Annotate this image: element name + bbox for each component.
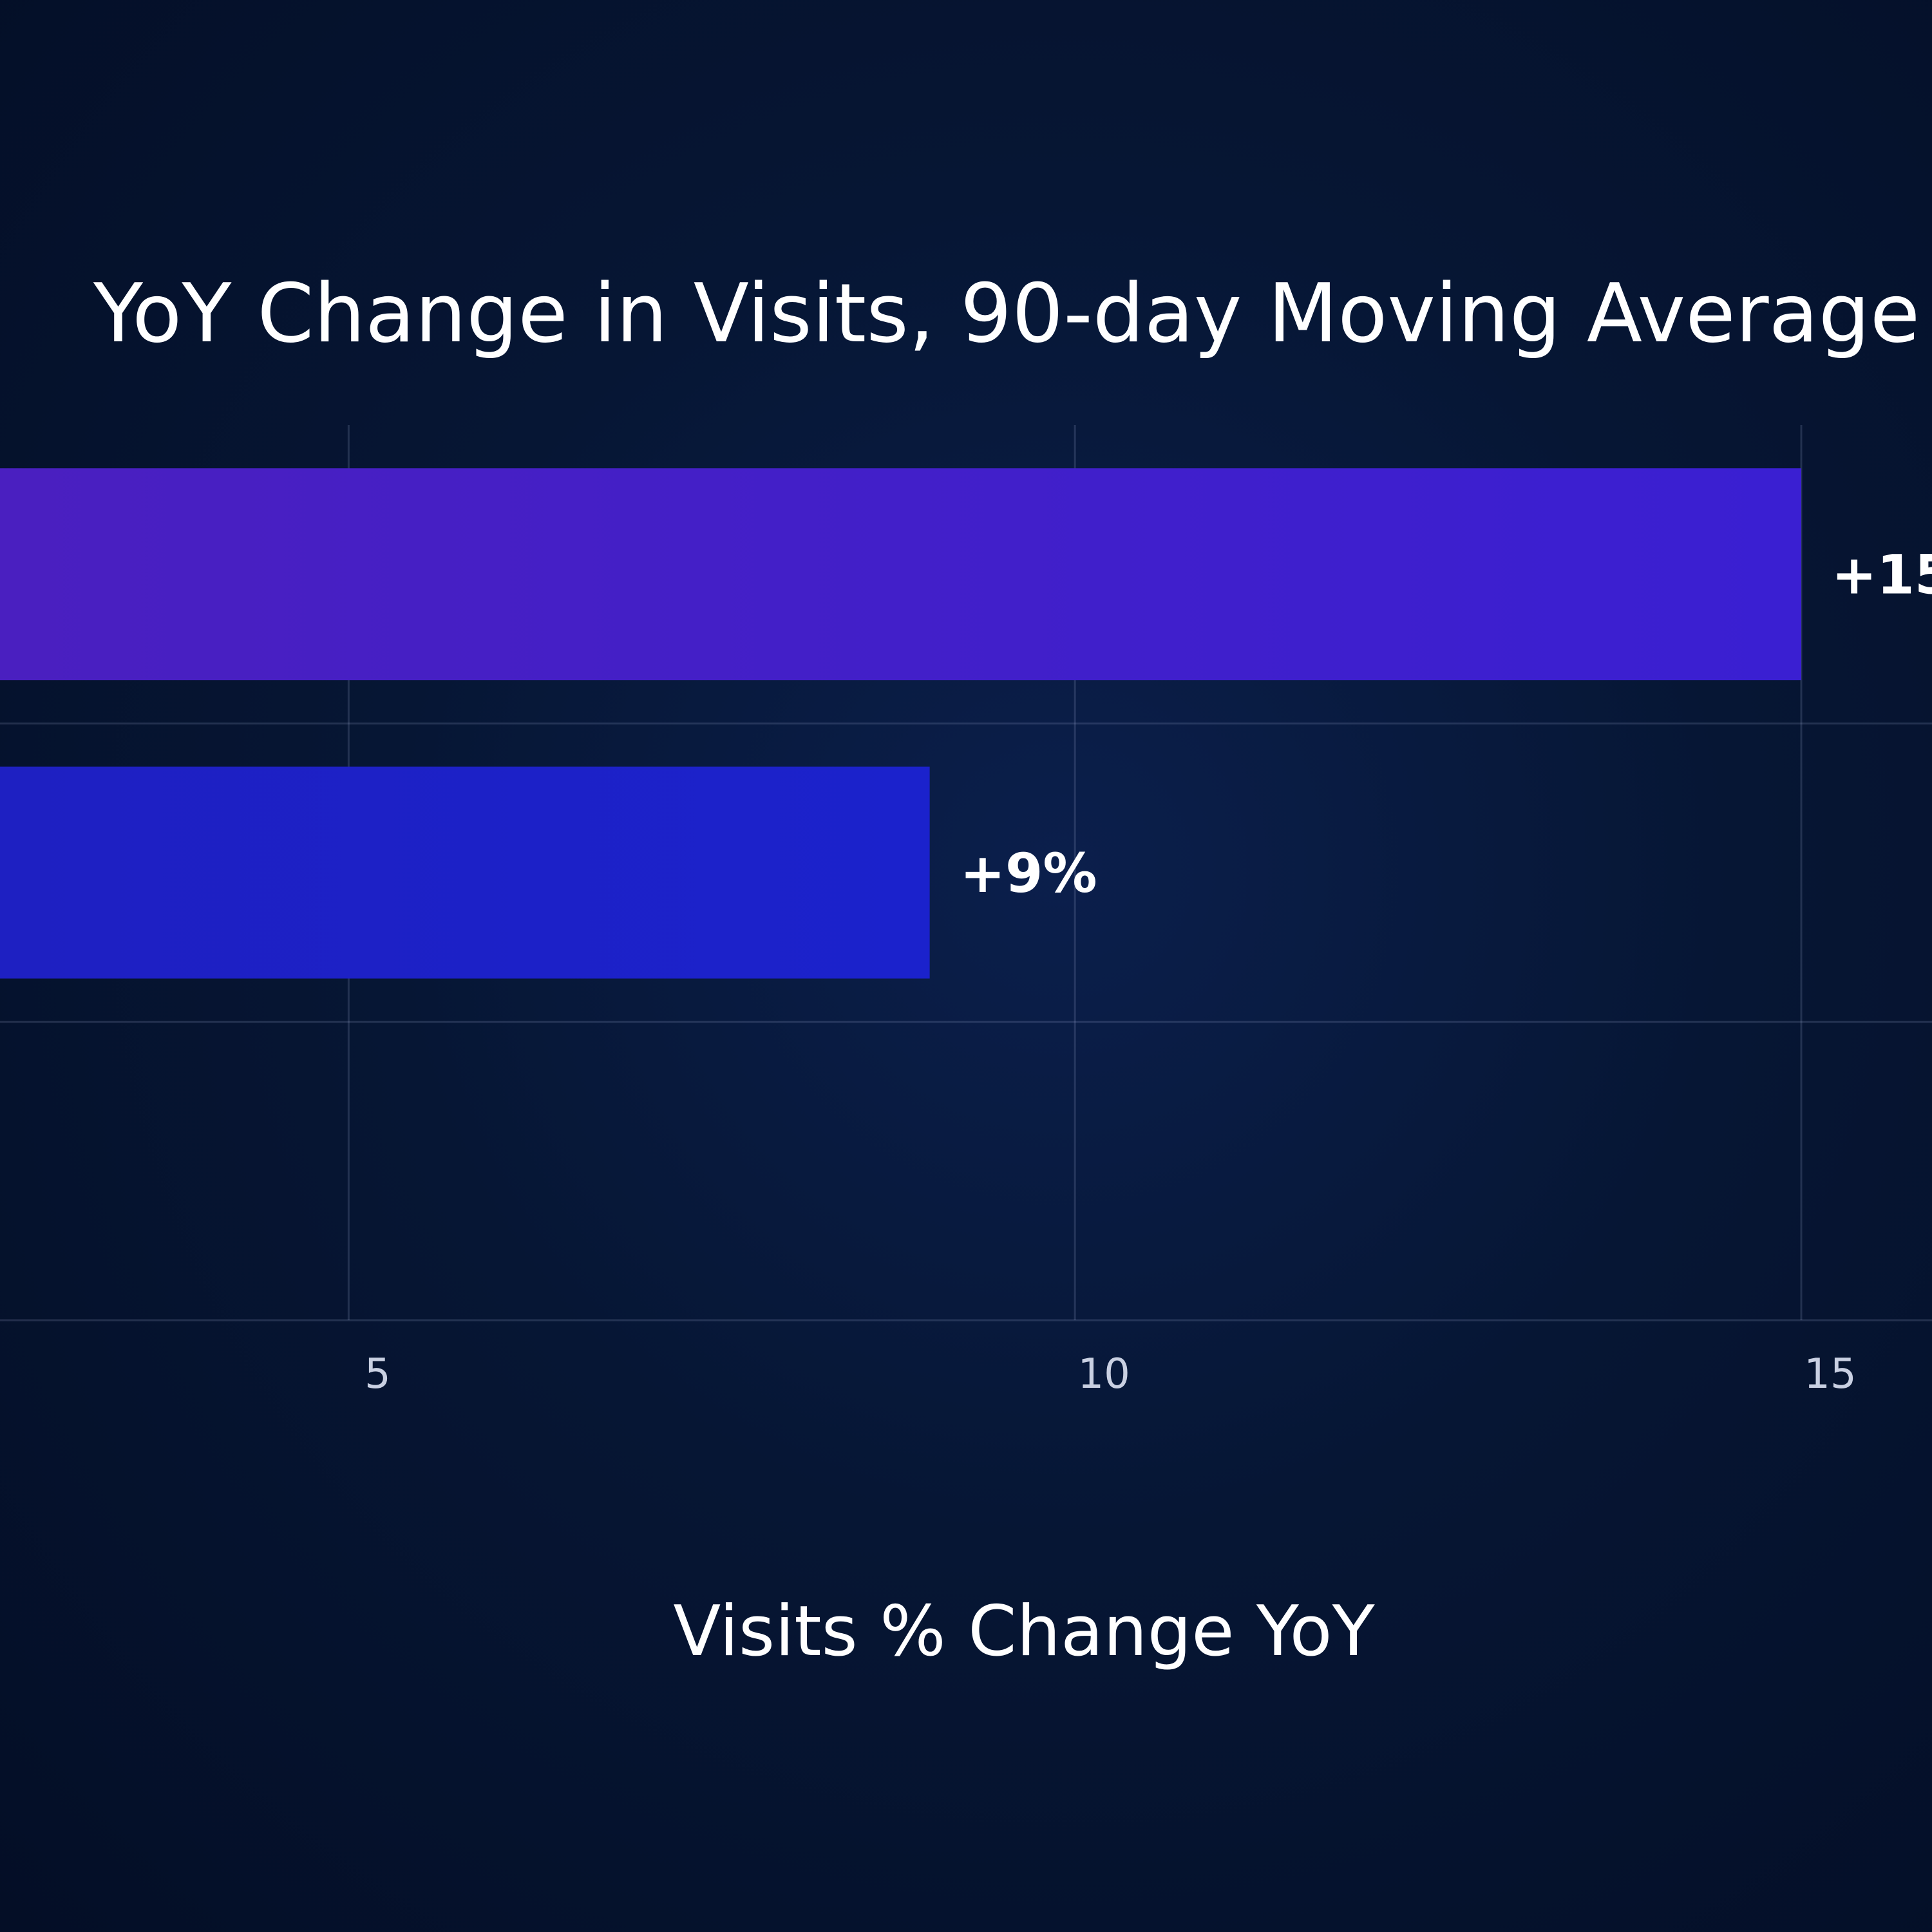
data-label-0: +15: [1832, 544, 1932, 607]
data-label-1: +9%: [960, 842, 1097, 905]
x-tick-label-10: 10: [1077, 1350, 1130, 1398]
x-tick-label-5: 5: [365, 1350, 391, 1398]
x-tick-label-15: 15: [1804, 1350, 1856, 1398]
x-axis-label: Visits % Change YoY: [673, 1591, 1375, 1672]
bar-1: [0, 766, 930, 979]
bars: [0, 468, 1801, 979]
x-axis-ticks: 5 10 15: [365, 1350, 1857, 1398]
data-labels: +15 +9%: [960, 544, 1932, 905]
bar-0: [0, 468, 1801, 681]
chart-title: YoY Change in Visits, 90-day Moving Aver…: [93, 266, 1920, 361]
